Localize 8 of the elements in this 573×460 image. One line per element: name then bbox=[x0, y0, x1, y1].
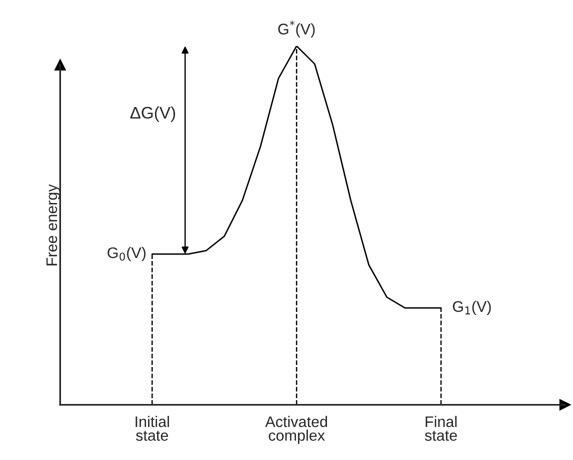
x-tick-label: Final state bbox=[424, 416, 457, 441]
x-tick-label: Initial state bbox=[136, 416, 169, 441]
annotation: G$^{*}$(V) bbox=[278, 20, 315, 38]
annotation: ΔG(V) bbox=[130, 106, 176, 122]
y-axis-title: Free energy bbox=[46, 184, 60, 266]
x-tick-label: Activated complex bbox=[265, 416, 328, 444]
annotation: G$_{1}$(V) bbox=[452, 300, 491, 315]
annotation: G$_{0}$(V) bbox=[108, 246, 146, 262]
